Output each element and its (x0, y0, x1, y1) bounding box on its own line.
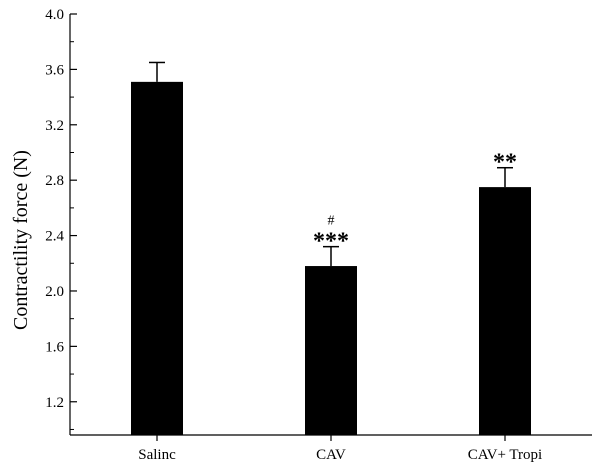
y-tick-label: 1.2 (45, 395, 64, 411)
labels: 1.2 1.6 2.0 2.4 2.8 3.2 3.6 4.0 Salinc CAV ***# CAV… (45, 7, 542, 463)
x-tick-label: Salinc (138, 447, 176, 463)
x-tick-label: CAV+ Tropi (468, 447, 542, 463)
bar (305, 266, 357, 435)
y-tick-label: 3.2 (45, 118, 64, 134)
significance-stars: ** (493, 150, 517, 176)
significance-stars: *** (313, 229, 349, 255)
y-axis-label: Contractility force (N) (10, 150, 32, 330)
y-tick-label: 4.0 (45, 7, 64, 23)
y-tick-label: 2.0 (45, 284, 64, 300)
bar (131, 81, 183, 435)
bars (131, 61, 531, 435)
x-tick-label: CAV (316, 447, 346, 463)
y-tick-label: 2.8 (45, 173, 64, 189)
bar (479, 187, 531, 435)
y-tick-label: 3.6 (45, 62, 64, 78)
y-tick-label: 2.4 (45, 229, 64, 245)
y-tick-label: 1.6 (45, 339, 64, 355)
significance-hash: # (328, 214, 335, 229)
